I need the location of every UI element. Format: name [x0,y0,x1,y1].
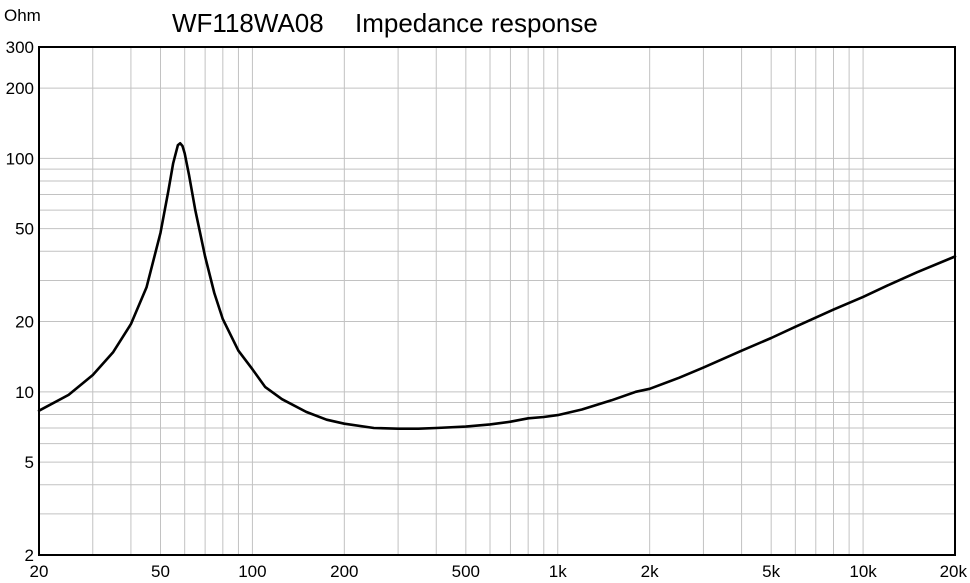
chart-subtitle: Impedance response [355,8,598,38]
plot-frame [38,46,956,556]
chart-title: WF118WA08 [172,8,324,38]
x-tick-label: 100 [238,562,266,581]
x-tick-label: 5k [762,562,780,581]
x-tick-label: 50 [151,562,170,581]
y-tick-label: 200 [6,79,34,98]
x-tick-label: 1k [549,562,567,581]
y-tick-label: 20 [15,313,34,332]
x-tick-label: 10k [849,562,877,581]
x-tick-label: 20k [940,562,968,581]
x-tick-label: 500 [452,562,480,581]
x-tick-label: 200 [330,562,358,581]
y-tick-label: 5 [25,453,34,472]
impedance-series-line [37,142,957,430]
y-tick-label: 2 [25,546,34,565]
y-tick-label: 100 [6,149,34,168]
x-tick-label: 2k [641,562,659,581]
grid-lines [39,47,955,555]
x-tick-label: 20 [30,562,49,581]
x-tick-labels: 20 50 100 200 500 1k 2k 5k 10k 20k [30,562,968,581]
y-axis-unit-label: Ohm [4,6,41,25]
y-tick-label: 50 [15,220,34,239]
y-tick-label: 300 [6,38,34,57]
y-tick-labels: 2 5 10 20 50 100 200 300 [6,38,34,565]
y-tick-label: 10 [15,383,34,402]
